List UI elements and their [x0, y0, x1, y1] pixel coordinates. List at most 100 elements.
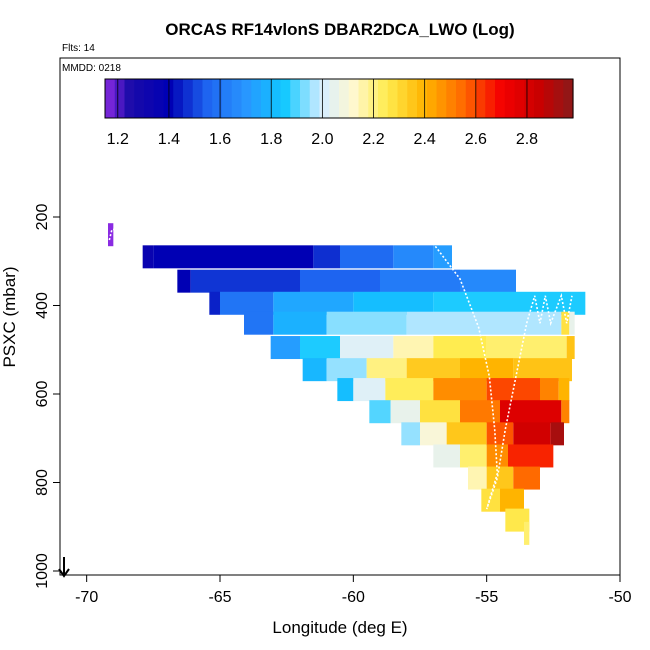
colorbar-tick-label: 2.8: [516, 131, 538, 148]
colorbar-swatch: [261, 79, 272, 118]
heatmap-cell: [326, 311, 407, 335]
heatmap-cell: [460, 358, 514, 382]
colorbar-swatch: [387, 79, 399, 118]
heatmap-cell: [561, 400, 570, 424]
heatmap-cell: [380, 269, 460, 293]
x-tick-label: -60: [342, 589, 365, 606]
heatmap-cell: [500, 400, 562, 424]
colorbar-swatch: [348, 79, 360, 118]
colorbar-tick-label: 1.2: [107, 131, 129, 148]
heatmap-cell: [302, 358, 327, 382]
colorbar-swatch: [407, 79, 418, 118]
colorbar-swatch: [202, 79, 213, 118]
heatmap-cell: [385, 378, 434, 402]
heatmap-cell: [177, 269, 191, 293]
colorbar-swatch: [534, 79, 545, 118]
flights-label: Flts: 14: [62, 43, 95, 54]
colorbar-tick-label: 1.6: [209, 131, 231, 148]
heatmap-cell: [420, 400, 460, 424]
plot-frame: [59, 57, 621, 576]
heatmap-cell: [468, 466, 487, 490]
colorbar-swatch: [183, 79, 194, 118]
colorbar-swatch: [524, 79, 535, 118]
colorbar-swatch: [446, 79, 457, 118]
heatmap-cell: [486, 422, 514, 446]
colorbar-swatch: [485, 79, 496, 118]
colorbar-tick-label: 1.4: [158, 131, 180, 148]
colorbar: [104, 78, 574, 119]
colorbar-swatch: [290, 79, 301, 118]
colorbar-swatch: [504, 79, 516, 118]
colorbar-swatch: [319, 79, 330, 118]
heatmap-cell: [508, 444, 554, 468]
heatmap-cell: [353, 378, 386, 402]
heatmap-cell: [337, 378, 354, 402]
x-tick-label: -55: [475, 589, 498, 606]
heatmap-cell: [153, 245, 314, 269]
heatmap-cell: [270, 336, 300, 360]
colorbar-tick-label: 2.0: [311, 131, 333, 148]
heatmap-cell: [524, 521, 530, 545]
heatmap-cell: [513, 422, 551, 446]
colorbar-swatch: [426, 79, 438, 118]
colorbar-swatch: [231, 79, 243, 118]
heatmap-cell: [513, 466, 540, 490]
heatmap-cell: [369, 400, 391, 424]
colorbar-swatch: [212, 79, 223, 118]
y-tick-label: 1000: [34, 553, 51, 589]
heatmap-cell: [558, 378, 570, 402]
heatmap-cell: [340, 336, 394, 360]
colorbar-swatch: [378, 79, 389, 118]
heatmap-cell: [353, 291, 434, 315]
chart-title: ORCAS RF14vlonS DBAR2DCA_LWO (Log): [165, 20, 514, 39]
colorbar-swatch: [241, 79, 252, 118]
y-tick-label: 800: [34, 469, 51, 496]
heatmap-cell: [390, 400, 420, 424]
colorbar-swatch: [514, 79, 525, 118]
colorbar-swatch: [134, 79, 145, 118]
heatmap-cell: [433, 444, 460, 468]
heatmap-cells: [108, 223, 586, 545]
flight-track: [108, 228, 573, 510]
y-axis: 200 400 600 800 1000: [34, 204, 60, 589]
heatmap-cell: [406, 311, 562, 335]
heatmap-cell: [513, 358, 572, 382]
colorbar-swatch: [329, 79, 340, 118]
colorbar-swatch: [251, 79, 262, 118]
y-tick-label: 200: [34, 204, 51, 231]
colorbar-swatch: [270, 79, 282, 118]
colorbar-swatch: [563, 79, 574, 118]
heatmap-cell: [244, 311, 274, 335]
heatmap-cell: [401, 422, 420, 446]
colorbar-tick-labels: 1.2 1.4 1.6 1.8 2.0 2.2 2.4 2.6 2.8: [107, 131, 539, 148]
heatmap-cell: [366, 358, 407, 382]
x-axis-label: Longitude (deg E): [272, 618, 407, 637]
x-axis: -70 -65 -60 -55 -50: [75, 575, 632, 606]
colorbar-swatch: [153, 79, 165, 118]
colorbar-tick-label: 2.4: [414, 131, 436, 148]
colorbar-tick-label: 2.6: [465, 131, 487, 148]
heatmap-cell: [142, 245, 154, 269]
heatmap-cell: [566, 336, 575, 360]
heatmap-cell: [393, 336, 434, 360]
heatmap-cell: [486, 444, 508, 468]
colorbar-tick-label: 1.8: [260, 131, 282, 148]
heatmap-cell: [446, 422, 487, 446]
y-tick-label: 400: [34, 292, 51, 319]
y-axis-label: PSXC (mbar): [0, 266, 19, 367]
heatmap-cell: [433, 336, 487, 360]
colorbar-swatch: [543, 79, 555, 118]
colorbar-swatch: [300, 79, 311, 118]
heatmap-cell: [273, 291, 354, 315]
heatmap-cell: [500, 488, 524, 512]
colorbar-swatch: [475, 79, 486, 118]
heatmap-cell: [505, 508, 530, 532]
heatmap-cell: [420, 422, 447, 446]
heatmap-cell: [190, 269, 300, 293]
heatmap-cell: [486, 336, 567, 360]
colorbar-swatch: [436, 79, 447, 118]
heatmap-cell: [300, 269, 380, 293]
date-label: MMDD: 0218: [62, 63, 121, 74]
colorbar-swatch: [173, 79, 184, 118]
heatmap-cell: [300, 336, 340, 360]
